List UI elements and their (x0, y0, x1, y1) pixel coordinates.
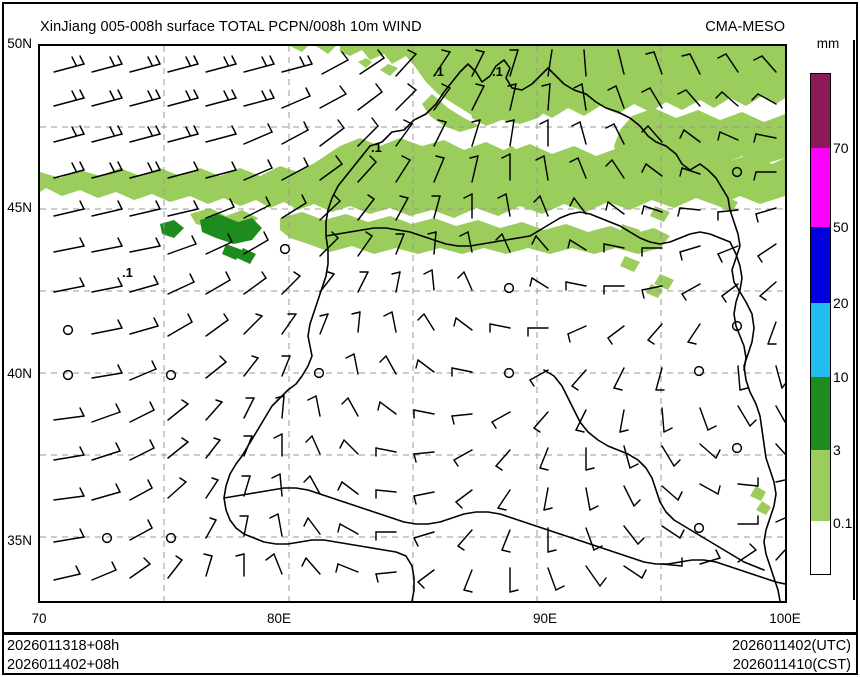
colorbar-band-01-3 (811, 450, 830, 521)
precip-fill-dark (160, 214, 262, 264)
contour-label-1: .1 (433, 64, 444, 79)
map-plot-area[interactable]: .1 .1 .1 .1 (38, 44, 787, 603)
xtick-90e: 90E (532, 611, 558, 626)
colorbar-tick-70: 70 (833, 140, 849, 156)
colorbar-band-10-20 (811, 303, 830, 377)
ytick-40n: 40N (7, 366, 32, 381)
contour-label-4: .1 (122, 265, 133, 280)
footer-cst-time: 2026011410(CST) (732, 657, 851, 673)
right-rule (853, 40, 855, 600)
footer-valid-time: 2026011402+08h (7, 657, 120, 673)
colorbar-tick-3: 3 (833, 442, 841, 458)
page-title: XinJiang 005-008h surface TOTAL PCPN/008… (40, 19, 422, 35)
colorbar-band-3-10 (811, 377, 830, 450)
contour-label-2: .1 (492, 64, 503, 79)
colorbar-band-below01 (811, 521, 830, 574)
xtick-80e: 80E (266, 611, 292, 626)
ytick-50n: 50N (7, 36, 32, 51)
colorbar-tick-10: 10 (833, 369, 849, 385)
colorbar-band-20-50 (811, 227, 830, 303)
ytick-45n: 45N (7, 200, 32, 215)
ytick-35n: 35N (7, 533, 32, 548)
footer-init-time: 2026011318+08h (7, 638, 120, 654)
colorbar-band-50-70 (811, 148, 830, 227)
map-canvas: .1 .1 .1 .1 (40, 46, 785, 601)
model-label: CMA-MESO (705, 19, 785, 35)
xtick-70: 70 (31, 611, 47, 626)
colorbar-unit-label: mm (816, 36, 840, 51)
colorbar-band-70plus (811, 74, 830, 148)
colorbar-tick-01: 0.1 (833, 515, 853, 531)
contour-label-3: .1 (371, 140, 382, 155)
footer-divider (4, 632, 856, 635)
colorbar-tick-20: 20 (833, 295, 849, 311)
colorbar-tick-50: 50 (833, 219, 849, 235)
xtick-100e: 100E (769, 611, 801, 626)
footer-utc-time: 2026011402(UTC) (731, 638, 851, 654)
colorbar[interactable] (810, 73, 831, 575)
contour-labels: .1 .1 .1 .1 (122, 64, 503, 280)
wind-barbs (53, 49, 785, 593)
